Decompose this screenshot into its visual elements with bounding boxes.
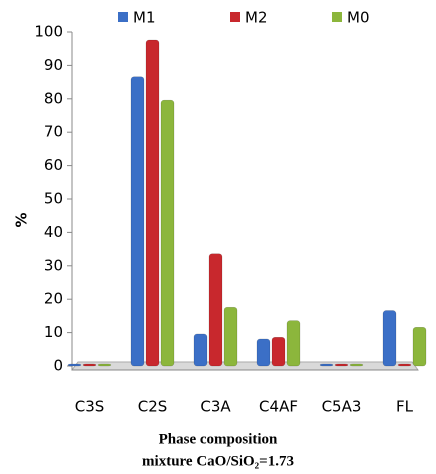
bar [97,363,112,367]
y-tick-label: 50 [44,190,63,208]
bar [160,99,175,367]
x-tick-label: FL [396,398,414,416]
legend-label: M1 [133,9,156,27]
legend-swatch [332,12,342,22]
x-tick-label: C5A3 [322,398,362,416]
y-tick-label: 20 [44,290,63,308]
y-axis-title: % [13,212,31,227]
bar [412,327,427,367]
bar [397,363,412,367]
x-tick-label: C3A [200,398,231,416]
y-tick-label: 70 [44,123,63,141]
bar [271,337,286,367]
y-tick-label: 10 [44,323,63,341]
legend-label: M0 [347,9,370,27]
y-tick-label: 40 [44,223,63,241]
bar [286,320,301,367]
y-tick-label: 100 [34,23,63,41]
legend-swatch [118,12,128,22]
y-tick-label: 90 [44,56,63,74]
bar [256,338,271,367]
bar [319,363,334,367]
x-tick-label: C2S [138,398,168,416]
y-tick-label: 0 [53,357,63,375]
bar [130,76,145,367]
bar [193,333,208,367]
bar [145,39,160,367]
x-axis-title: Phase composition [159,431,278,447]
x-tick-label: C4AF [259,398,298,416]
bar [223,306,238,367]
y-tick-label: 30 [44,256,63,274]
bar [67,363,82,367]
x-axis-title: mixture CaO/SiO₂=1.73 [142,453,294,469]
y-tick-label: 80 [44,89,63,107]
legend-label: M2 [245,9,268,27]
bar [334,363,349,367]
y-tick-label: 60 [44,156,63,174]
bar [208,253,223,367]
x-tick-label: C3S [75,398,105,416]
floor [71,361,419,371]
bar [349,363,364,367]
bar [82,363,97,367]
bar [382,310,397,367]
legend-swatch [230,12,240,22]
